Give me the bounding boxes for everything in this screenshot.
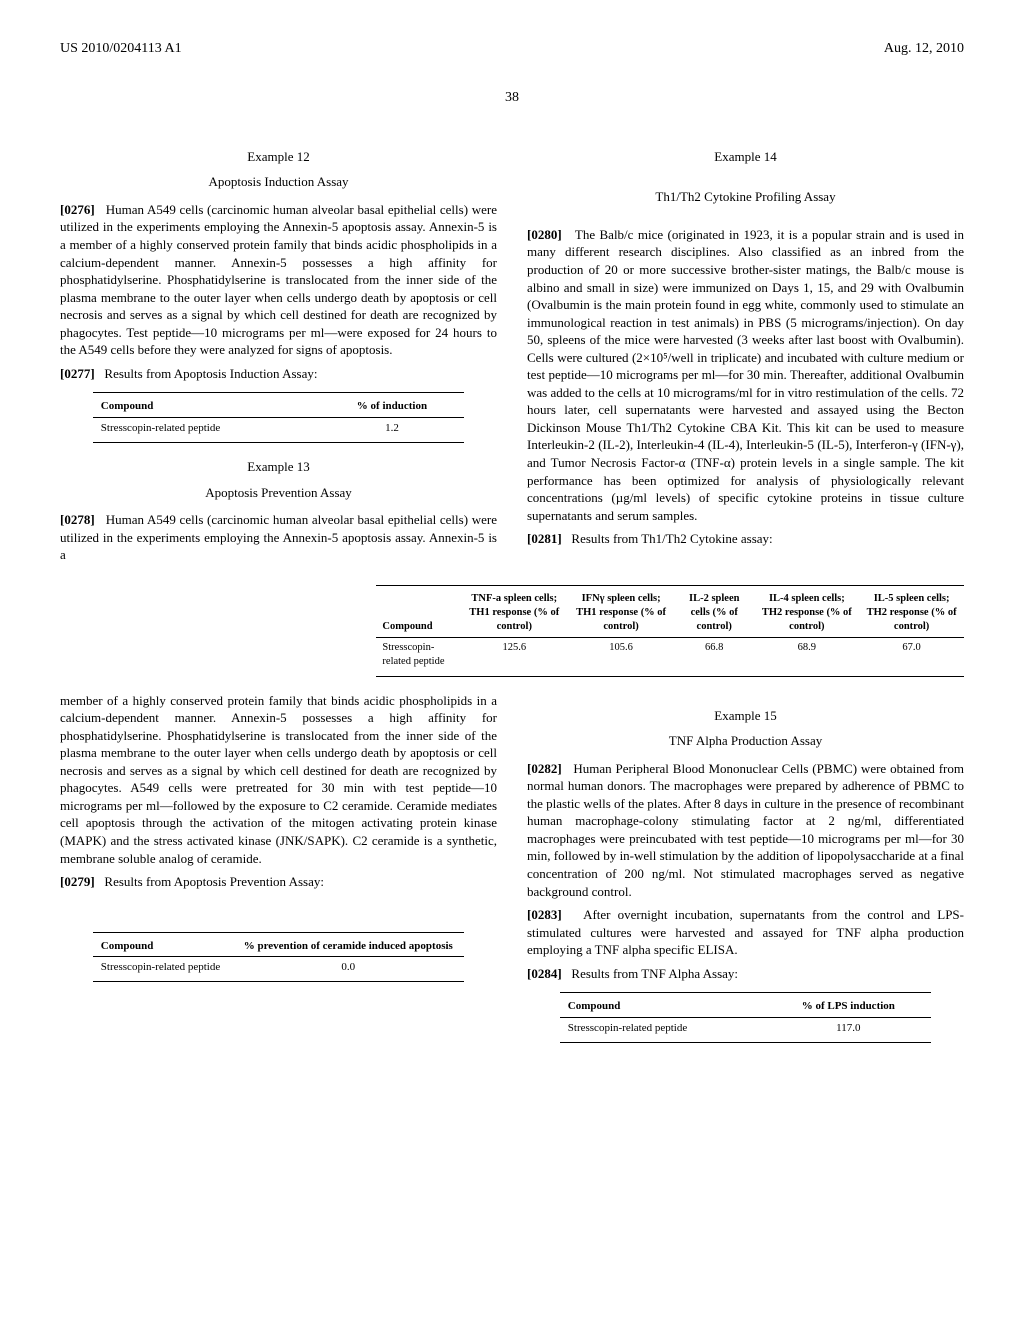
ex14-th-ifn: IFNγ spleen cells; TH1 response (% of co… <box>568 589 674 638</box>
para-0277: [0277] Results from Apoptosis Induction … <box>60 365 497 383</box>
ex15-th-lps: % of LPS induction <box>765 996 931 1017</box>
para-0283-text: After overnight incubation, supernatants… <box>527 907 964 957</box>
publication-number: US 2010/0204113 A1 <box>60 40 182 59</box>
ex14-td-v1: 125.6 <box>460 638 568 673</box>
apoptosis-prevention-table: Compound % prevention of ceramide induce… <box>93 932 464 983</box>
para-0276-text: Human A549 cells (carcinomic human alveo… <box>60 202 497 357</box>
ex12-th-induction: % of induction <box>320 396 465 417</box>
ex14-th-tnf: TNF-a spleen cells; TH1 response (% of c… <box>460 589 568 638</box>
para-0283: [0283] After overnight incubation, super… <box>527 906 964 959</box>
right-column-lower: Example 15 TNF Alpha Production Assay [0… <box>527 692 964 1053</box>
left-column-upper: Example 12 Apoptosis Induction Assay [02… <box>60 133 497 570</box>
para-num-0280: [0280] <box>527 227 562 242</box>
ex14-th-il4: IL-4 spleen cells; TH2 response (% of co… <box>754 589 859 638</box>
ex13-td-value: 0.0 <box>232 957 464 978</box>
example-15-label: Example 15 <box>527 707 964 725</box>
publication-date: Aug. 12, 2010 <box>884 40 964 59</box>
apoptosis-induction-table: Compound % of induction Stresscopin-rela… <box>93 392 464 443</box>
para-num-0279: [0279] <box>60 874 95 889</box>
ex14-td-compound: Stresscopin-related peptide <box>376 638 460 673</box>
para-0280: [0280] The Balb/c mice (originated in 19… <box>527 226 964 524</box>
tnf-alpha-table: Compound % of LPS induction Stresscopin-… <box>560 992 931 1043</box>
para-0277-text: Results from Apoptosis Induction Assay: <box>104 366 317 381</box>
ex13-th-compound: Compound <box>93 936 233 957</box>
para-num-0284: [0284] <box>527 966 562 981</box>
ex15-th-compound: Compound <box>560 996 766 1017</box>
para-0282-text: Human Peripheral Blood Mononuclear Cells… <box>527 761 964 899</box>
ex14-td-v2: 105.6 <box>568 638 674 673</box>
para-0281-text: Results from Th1/Th2 Cytokine assay: <box>571 531 772 546</box>
para-0280-text: The Balb/c mice (originated in 1923, it … <box>527 227 964 523</box>
upper-columns: Example 12 Apoptosis Induction Assay [02… <box>60 133 964 570</box>
para-0278: [0278] Human A549 cells (carcinomic huma… <box>60 511 497 564</box>
para-0279: [0279] Results from Apoptosis Prevention… <box>60 873 497 891</box>
para-0279-text: Results from Apoptosis Prevention Assay: <box>104 874 324 889</box>
example-13-title: Apoptosis Prevention Assay <box>60 484 497 502</box>
ex14-td-v5: 67.0 <box>859 638 964 673</box>
left-column-lower: member of a highly conserved protein fam… <box>60 692 497 1053</box>
para-0282: [0282] Human Peripheral Blood Mononuclea… <box>527 760 964 900</box>
right-column-upper: Example 14 Th1/Th2 Cytokine Profiling As… <box>527 133 964 570</box>
lower-columns: member of a highly conserved protein fam… <box>60 692 964 1053</box>
example-12-title: Apoptosis Induction Assay <box>60 173 497 191</box>
ex14-td-v4: 68.9 <box>754 638 859 673</box>
page-header: US 2010/0204113 A1 Aug. 12, 2010 <box>60 40 964 59</box>
para-0281: [0281] Results from Th1/Th2 Cytokine ass… <box>527 530 964 548</box>
example-12-label: Example 12 <box>60 148 497 166</box>
ex12-td-value: 1.2 <box>320 418 465 439</box>
para-0276: [0276] Human A549 cells (carcinomic huma… <box>60 201 497 359</box>
ex15-td-compound: Stresscopin-related peptide <box>560 1018 766 1039</box>
example-14-label: Example 14 <box>527 148 964 166</box>
ex12-th-compound: Compound <box>93 396 320 417</box>
para-0278-cont: member of a highly conserved protein fam… <box>60 692 497 867</box>
ex14-th-il5: IL-5 spleen cells; TH2 response (% of co… <box>859 589 964 638</box>
para-0284-text: Results from TNF Alpha Assay: <box>571 966 738 981</box>
ex13-td-compound: Stresscopin-related peptide <box>93 957 233 978</box>
example-15-title: TNF Alpha Production Assay <box>527 732 964 750</box>
example-14-title: Th1/Th2 Cytokine Profiling Assay <box>527 188 964 206</box>
page-number: 38 <box>60 89 964 108</box>
para-num-0281: [0281] <box>527 531 562 546</box>
example-13-label: Example 13 <box>60 458 497 476</box>
para-num-0282: [0282] <box>527 761 562 776</box>
ex14-th-il2: IL-2 spleen cells (% of control) <box>674 589 755 638</box>
cytokine-table: Compound TNF-a spleen cells; TH1 respons… <box>376 585 964 677</box>
ex13-th-prevention: % prevention of ceramide induced apoptos… <box>232 936 464 957</box>
ex14-td-v3: 66.8 <box>674 638 755 673</box>
para-num-0276: [0276] <box>60 202 95 217</box>
ex12-td-compound: Stresscopin-related peptide <box>93 418 320 439</box>
para-0278-text: Human A549 cells (carcinomic human alveo… <box>60 512 497 562</box>
para-num-0278: [0278] <box>60 512 95 527</box>
ex15-td-value: 117.0 <box>765 1018 931 1039</box>
para-num-0277: [0277] <box>60 366 95 381</box>
para-num-0283: [0283] <box>527 907 562 922</box>
ex14-th-compound: Compound <box>376 589 460 638</box>
cytokine-table-wrapper: Compound TNF-a spleen cells; TH1 respons… <box>376 585 964 677</box>
para-0284: [0284] Results from TNF Alpha Assay: <box>527 965 964 983</box>
